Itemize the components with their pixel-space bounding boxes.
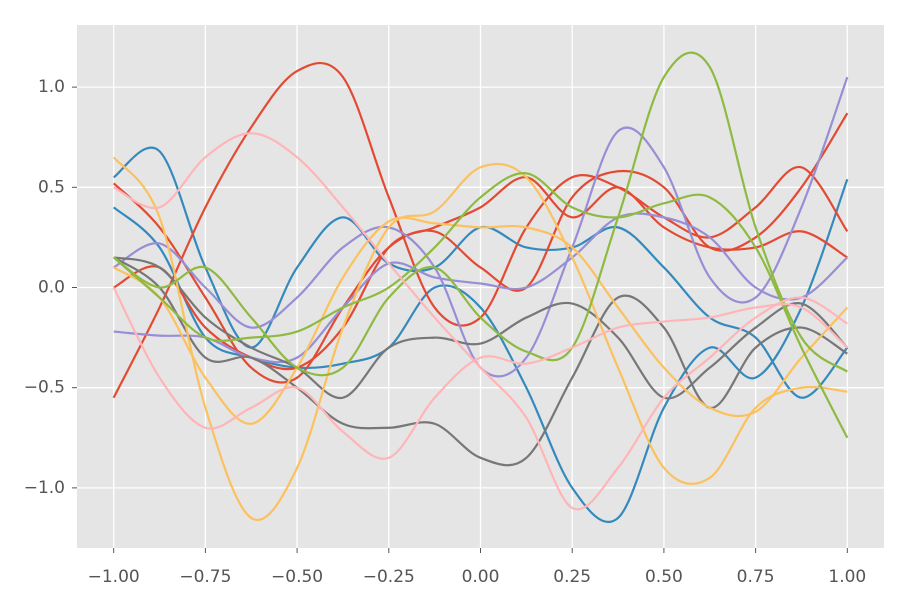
x-tick-label: 0.75 bbox=[737, 567, 775, 587]
x-tick-label: 1.00 bbox=[828, 567, 866, 587]
x-tick-label: −1.00 bbox=[88, 567, 140, 587]
lines bbox=[112, 51, 849, 524]
y-tick-label: 1.0 bbox=[38, 77, 65, 97]
series-line bbox=[113, 216, 849, 425]
series-line bbox=[113, 212, 849, 364]
series-line bbox=[112, 287, 849, 460]
series-line bbox=[112, 172, 849, 439]
series-line bbox=[113, 51, 848, 377]
labels: −1.00 −0.75 −0.50 −0.25 0.00 0.25 0.50 0.75 1.00… bbox=[24, 77, 867, 587]
series-line bbox=[113, 132, 848, 511]
series-line bbox=[113, 176, 848, 371]
y-tick-label: 0.0 bbox=[38, 278, 65, 298]
y-tick-label: −1.0 bbox=[24, 478, 65, 498]
x-tick-label: −0.75 bbox=[179, 567, 231, 587]
x-tick-label: −0.25 bbox=[363, 567, 415, 587]
x-tick-label: 0.50 bbox=[645, 567, 683, 587]
x-tick-label: 0.00 bbox=[462, 567, 500, 587]
y-tick-label: 0.5 bbox=[38, 177, 65, 197]
y-tick-label: −0.5 bbox=[24, 378, 65, 398]
x-tick-label: 0.25 bbox=[553, 567, 591, 587]
series-line bbox=[113, 76, 849, 378]
series-line bbox=[112, 156, 848, 521]
x-tick-label: −0.50 bbox=[271, 567, 323, 587]
series-line bbox=[113, 256, 848, 467]
grid bbox=[77, 25, 884, 548]
